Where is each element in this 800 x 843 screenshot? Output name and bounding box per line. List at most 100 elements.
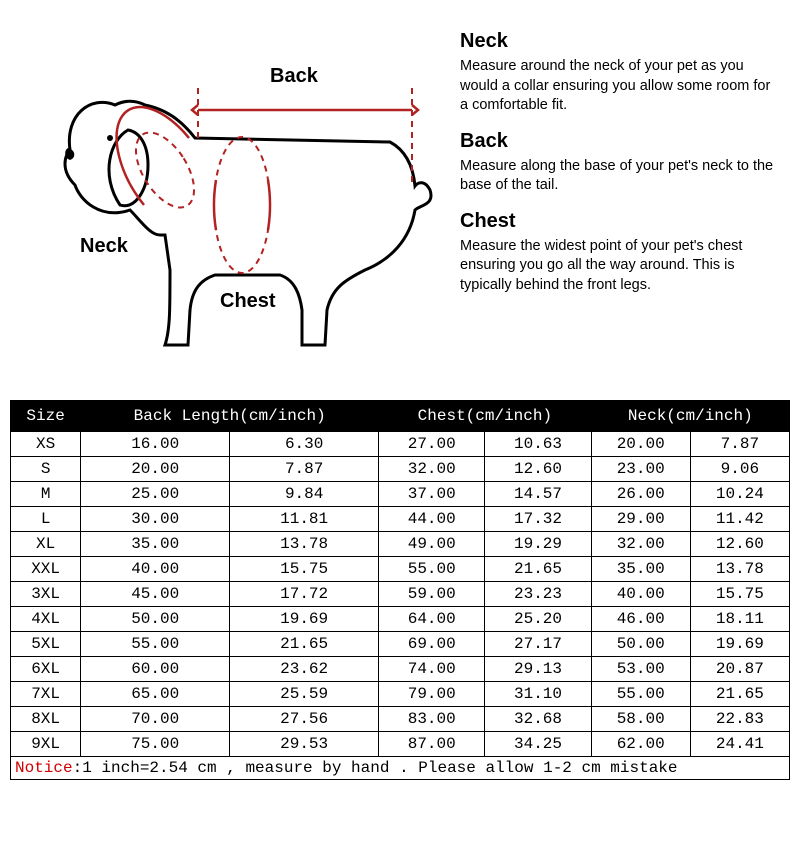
cell-chest_in: 34.25 (485, 732, 591, 757)
cell-chest_in: 29.13 (485, 657, 591, 682)
cell-back_in: 27.56 (230, 707, 379, 732)
col-size: Size (11, 401, 81, 432)
table-row: 9XL75.0029.5387.0034.2562.0024.41 (11, 732, 790, 757)
size-table-body: XS16.006.3027.0010.6320.007.87S20.007.87… (11, 432, 790, 757)
cell-back_in: 6.30 (230, 432, 379, 457)
cell-neck_cm: 35.00 (591, 557, 690, 582)
diagram-label-back: Back (270, 65, 318, 88)
instruction-back-text: Measure along the base of your pet's nec… (460, 157, 780, 196)
cell-chest_in: 14.57 (485, 482, 591, 507)
cell-back_in: 23.62 (230, 657, 379, 682)
table-row: 7XL65.0025.5979.0031.1055.0021.65 (11, 682, 790, 707)
cell-size: 8XL (11, 707, 81, 732)
cell-neck_in: 20.87 (690, 657, 789, 682)
table-row: XL35.0013.7849.0019.2932.0012.60 (11, 532, 790, 557)
cell-size: M (11, 482, 81, 507)
cell-back_cm: 16.00 (81, 432, 230, 457)
table-row: XS16.006.3027.0010.6320.007.87 (11, 432, 790, 457)
cell-chest_in: 19.29 (485, 532, 591, 557)
cell-back_cm: 40.00 (81, 557, 230, 582)
cell-chest_in: 12.60 (485, 457, 591, 482)
cell-neck_cm: 50.00 (591, 632, 690, 657)
cell-chest_cm: 37.00 (379, 482, 485, 507)
cell-chest_cm: 74.00 (379, 657, 485, 682)
cell-back_cm: 30.00 (81, 507, 230, 532)
cell-back_in: 25.59 (230, 682, 379, 707)
cell-chest_in: 27.17 (485, 632, 591, 657)
cell-neck_in: 19.69 (690, 632, 789, 657)
dog-svg (20, 10, 450, 390)
notice-row: Notice:1 inch=2.54 cm , measure by hand … (10, 757, 790, 780)
cell-chest_cm: 44.00 (379, 507, 485, 532)
table-row: 8XL70.0027.5683.0032.6858.0022.83 (11, 707, 790, 732)
cell-chest_cm: 27.00 (379, 432, 485, 457)
size-table-wrap: Size Back Length(cm/inch) Chest(cm/inch)… (0, 400, 800, 780)
cell-back_in: 19.69 (230, 607, 379, 632)
instruction-neck-text: Measure around the neck of your pet as y… (460, 57, 780, 116)
cell-neck_in: 22.83 (690, 707, 789, 732)
cell-chest_in: 10.63 (485, 432, 591, 457)
cell-back_in: 17.72 (230, 582, 379, 607)
table-row: 3XL45.0017.7259.0023.2340.0015.75 (11, 582, 790, 607)
cell-size: 3XL (11, 582, 81, 607)
cell-neck_cm: 29.00 (591, 507, 690, 532)
cell-neck_cm: 55.00 (591, 682, 690, 707)
cell-back_in: 15.75 (230, 557, 379, 582)
instructions-panel: Neck Measure around the neck of your pet… (450, 10, 780, 390)
table-row: XXL40.0015.7555.0021.6535.0013.78 (11, 557, 790, 582)
col-chest: Chest(cm/inch) (379, 401, 592, 432)
cell-back_in: 7.87 (230, 457, 379, 482)
top-section: Back Neck Chest Neck Measure around the … (0, 0, 800, 400)
cell-neck_in: 15.75 (690, 582, 789, 607)
cell-neck_in: 12.60 (690, 532, 789, 557)
cell-neck_cm: 40.00 (591, 582, 690, 607)
cell-chest_cm: 83.00 (379, 707, 485, 732)
instruction-back-title: Back (460, 130, 780, 153)
dog-diagram: Back Neck Chest (20, 10, 450, 390)
cell-back_cm: 20.00 (81, 457, 230, 482)
size-table-header-row: Size Back Length(cm/inch) Chest(cm/inch)… (11, 401, 790, 432)
cell-neck_cm: 58.00 (591, 707, 690, 732)
cell-size: L (11, 507, 81, 532)
cell-size: 4XL (11, 607, 81, 632)
table-row: M25.009.8437.0014.5726.0010.24 (11, 482, 790, 507)
cell-back_cm: 75.00 (81, 732, 230, 757)
cell-neck_in: 21.65 (690, 682, 789, 707)
cell-chest_in: 21.65 (485, 557, 591, 582)
table-row: 6XL60.0023.6274.0029.1353.0020.87 (11, 657, 790, 682)
size-table: Size Back Length(cm/inch) Chest(cm/inch)… (10, 400, 790, 757)
cell-size: 6XL (11, 657, 81, 682)
cell-size: XXL (11, 557, 81, 582)
cell-chest_in: 31.10 (485, 682, 591, 707)
cell-back_in: 21.65 (230, 632, 379, 657)
notice-label: Notice (15, 759, 73, 777)
cell-neck_in: 11.42 (690, 507, 789, 532)
instruction-chest-title: Chest (460, 210, 780, 233)
cell-neck_cm: 32.00 (591, 532, 690, 557)
cell-size: XS (11, 432, 81, 457)
cell-back_cm: 25.00 (81, 482, 230, 507)
cell-back_cm: 65.00 (81, 682, 230, 707)
cell-neck_in: 10.24 (690, 482, 789, 507)
cell-back_in: 13.78 (230, 532, 379, 557)
cell-size: XL (11, 532, 81, 557)
cell-back_in: 29.53 (230, 732, 379, 757)
cell-neck_cm: 62.00 (591, 732, 690, 757)
cell-back_in: 9.84 (230, 482, 379, 507)
cell-neck_cm: 46.00 (591, 607, 690, 632)
diagram-label-neck: Neck (80, 235, 128, 258)
dog-ear (109, 130, 148, 206)
instruction-chest: Chest Measure the widest point of your p… (460, 210, 780, 296)
cell-chest_in: 32.68 (485, 707, 591, 732)
instruction-back: Back Measure along the base of your pet'… (460, 130, 780, 196)
cell-neck_cm: 20.00 (591, 432, 690, 457)
cell-chest_in: 17.32 (485, 507, 591, 532)
cell-back_cm: 45.00 (81, 582, 230, 607)
cell-neck_cm: 53.00 (591, 657, 690, 682)
notice-text: :1 inch=2.54 cm , measure by hand . Plea… (73, 759, 678, 777)
cell-neck_cm: 26.00 (591, 482, 690, 507)
cell-back_cm: 70.00 (81, 707, 230, 732)
cell-neck_in: 9.06 (690, 457, 789, 482)
cell-chest_cm: 69.00 (379, 632, 485, 657)
size-table-head: Size Back Length(cm/inch) Chest(cm/inch)… (11, 401, 790, 432)
